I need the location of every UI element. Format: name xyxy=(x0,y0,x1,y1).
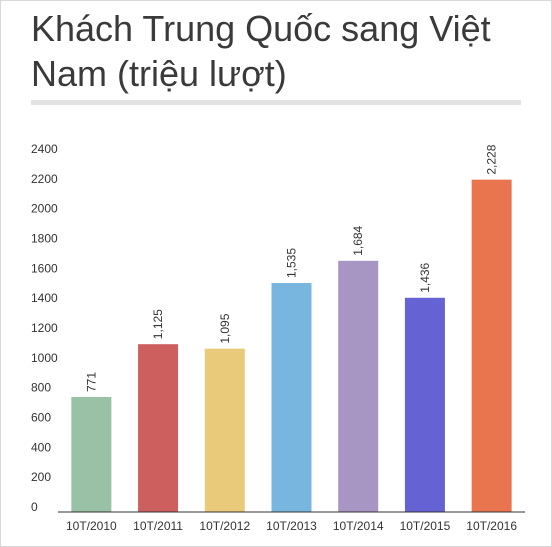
data-label: 1,684 xyxy=(351,225,365,255)
data-label: 2,228 xyxy=(485,144,499,174)
y-tick-label: 2000 xyxy=(31,202,58,216)
bar xyxy=(338,260,379,512)
bars xyxy=(71,179,512,512)
x-tick-label: 10T/2016 xyxy=(466,519,517,533)
data-label: 1,125 xyxy=(151,309,165,339)
y-axis-ticks: 0 200 400 600 800 1000 1200 1400 1600 1800 2000 220… xyxy=(31,142,58,514)
bar xyxy=(204,348,245,512)
data-labels: 771 1,125 1,095 1,535 1,684 1,436 2,228 xyxy=(84,144,498,392)
bar xyxy=(471,179,512,512)
y-tick-label: 0 xyxy=(31,500,38,514)
data-label: 1,535 xyxy=(285,248,299,278)
y-tick-label: 600 xyxy=(31,411,51,425)
x-tick-label: 10T/2012 xyxy=(199,519,250,533)
y-tick-label: 1000 xyxy=(31,351,58,365)
y-tick-label: 2400 xyxy=(31,142,58,156)
chart-title: Khách Trung Quốc sang Việt Nam (triệu lư… xyxy=(31,8,491,94)
data-label: 1,436 xyxy=(418,262,432,292)
x-tick-label: 10T/2015 xyxy=(400,519,451,533)
x-axis-ticks: 10T/2010 10T/2011 10T/2012 10T/2013 10T/2014… xyxy=(66,519,517,533)
y-tick-label: 1800 xyxy=(31,232,58,246)
x-tick-label: 10T/2013 xyxy=(266,519,317,533)
y-tick-label: 1400 xyxy=(31,291,58,305)
data-label: 771 xyxy=(84,372,98,392)
bar xyxy=(138,344,179,512)
x-tick-label: 10T/2010 xyxy=(66,519,117,533)
y-tick-label: 2200 xyxy=(31,172,58,186)
y-tick-label: 400 xyxy=(31,440,51,454)
title-divider xyxy=(31,100,521,105)
data-label: 1,095 xyxy=(218,313,232,343)
y-tick-label: 200 xyxy=(31,470,51,484)
bar xyxy=(271,283,312,512)
y-tick-label: 1200 xyxy=(31,321,58,335)
y-tick-label: 800 xyxy=(31,381,51,395)
bar xyxy=(404,297,445,512)
x-tick-label: 10T/2011 xyxy=(133,519,183,533)
x-tick-label: 10T/2014 xyxy=(333,519,384,533)
bar xyxy=(71,396,112,512)
y-tick-label: 1600 xyxy=(31,261,58,275)
